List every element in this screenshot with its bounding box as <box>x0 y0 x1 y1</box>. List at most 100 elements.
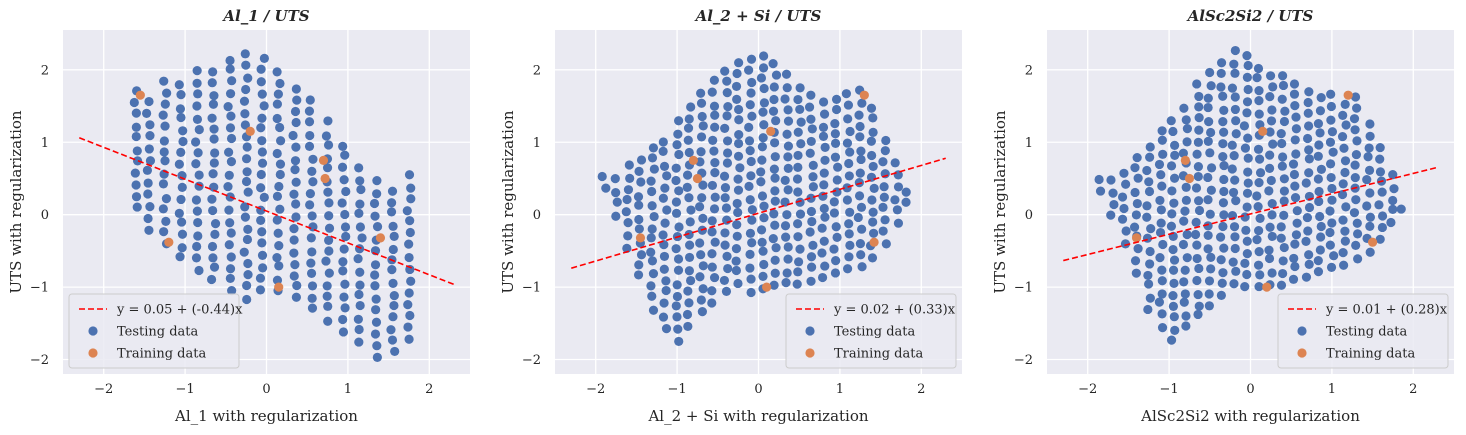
testing-point <box>1337 189 1348 200</box>
testing-data-series <box>597 51 911 347</box>
testing-point <box>306 258 316 268</box>
testing-point <box>746 287 756 298</box>
legend: y = 0.02 + (0.33)x Testing data Training d… <box>785 293 957 369</box>
testing-point <box>226 133 237 144</box>
testing-point <box>210 219 221 229</box>
testing-point <box>623 185 634 195</box>
testing-point <box>782 210 792 220</box>
testing-point <box>1204 301 1214 311</box>
testing-point <box>388 221 398 231</box>
testing-point <box>1178 148 1188 158</box>
testing-point <box>854 110 864 120</box>
testing-point <box>674 186 684 196</box>
training-point <box>320 173 330 184</box>
testing-point <box>756 177 766 187</box>
testing-point <box>623 231 633 241</box>
x-tick-label: −2 <box>94 382 113 397</box>
testing-point <box>818 122 829 132</box>
testing-point <box>243 73 253 83</box>
testing-point <box>673 324 683 334</box>
testing-point <box>1216 82 1226 92</box>
testing-point <box>671 175 681 186</box>
testing-point <box>1155 195 1165 206</box>
testing-point <box>720 228 730 238</box>
testing-point <box>759 83 769 94</box>
testing-point <box>747 215 757 225</box>
testing-point <box>1276 222 1286 232</box>
testing-point <box>1167 186 1177 196</box>
testing-point <box>698 284 708 294</box>
testing-point <box>272 191 283 201</box>
x-tick-label: 2 <box>1409 382 1417 397</box>
testing-point <box>1396 204 1406 214</box>
testing-point <box>1205 148 1215 158</box>
testing-point <box>256 169 266 180</box>
testing-point <box>634 260 644 270</box>
testing-point <box>227 286 237 296</box>
testing-point <box>131 122 141 132</box>
testing-point <box>209 134 219 144</box>
y-axis-label: UTS with regularization <box>7 110 25 294</box>
testing-point <box>842 138 853 148</box>
testing-point <box>402 206 412 216</box>
testing-point <box>647 186 657 197</box>
testing-point <box>623 218 633 228</box>
testing-point <box>406 194 416 204</box>
testing-point <box>1362 201 1372 211</box>
testing-point <box>1377 187 1387 197</box>
testing-point <box>323 187 333 197</box>
testing-point <box>621 207 631 217</box>
testing-point <box>239 96 250 106</box>
testing-point <box>1303 226 1313 236</box>
testing-point <box>1194 196 1204 206</box>
chart-panel-3: −2 −1 0 1 2 −2 −1 0 1 2 AlSc2Si2 / UTS AlSc2Si2 wit… <box>991 7 1454 425</box>
training-point <box>135 90 145 100</box>
testing-point <box>794 257 804 267</box>
testing-point <box>1143 270 1153 281</box>
testing-point <box>1218 152 1228 162</box>
testing-point <box>806 206 817 217</box>
testing-point <box>745 228 756 238</box>
regression-line <box>78 137 455 286</box>
testing-point <box>1206 81 1216 91</box>
testing-point <box>1338 179 1348 189</box>
testing-point <box>1325 240 1335 250</box>
legend-training-swatch <box>805 348 815 358</box>
testing-point <box>1146 224 1156 234</box>
testing-point <box>1313 151 1323 161</box>
testing-point <box>1206 252 1216 262</box>
testing-point <box>707 180 718 191</box>
y-tick-label: 1 <box>41 136 49 151</box>
testing-point <box>868 127 878 137</box>
testing-point <box>161 194 172 204</box>
testing-point <box>1142 201 1152 211</box>
testing-point <box>771 243 781 253</box>
testing-point <box>371 294 381 304</box>
testing-point <box>355 176 365 186</box>
testing-point <box>354 163 364 173</box>
testing-point <box>322 163 333 173</box>
testing-point <box>1352 218 1362 228</box>
testing-point <box>684 252 695 263</box>
testing-point <box>321 256 331 266</box>
testing-point <box>1314 186 1324 197</box>
testing-point <box>240 212 251 222</box>
testing-point <box>178 136 188 147</box>
testing-point <box>820 155 830 165</box>
testing-point <box>1254 85 1264 96</box>
testing-point <box>707 298 717 308</box>
testing-point <box>804 102 815 112</box>
testing-point <box>1218 91 1228 101</box>
testing-point <box>242 142 252 152</box>
testing-point <box>1327 183 1337 194</box>
testing-point <box>771 70 782 80</box>
testing-point <box>337 162 348 172</box>
testing-point <box>177 182 187 192</box>
testing-point <box>817 223 827 233</box>
testing-point <box>1327 127 1338 137</box>
testing-point <box>867 195 877 205</box>
testing-point <box>1144 186 1155 197</box>
testing-point <box>257 147 267 157</box>
testing-point <box>142 108 152 118</box>
testing-point <box>1203 230 1213 241</box>
